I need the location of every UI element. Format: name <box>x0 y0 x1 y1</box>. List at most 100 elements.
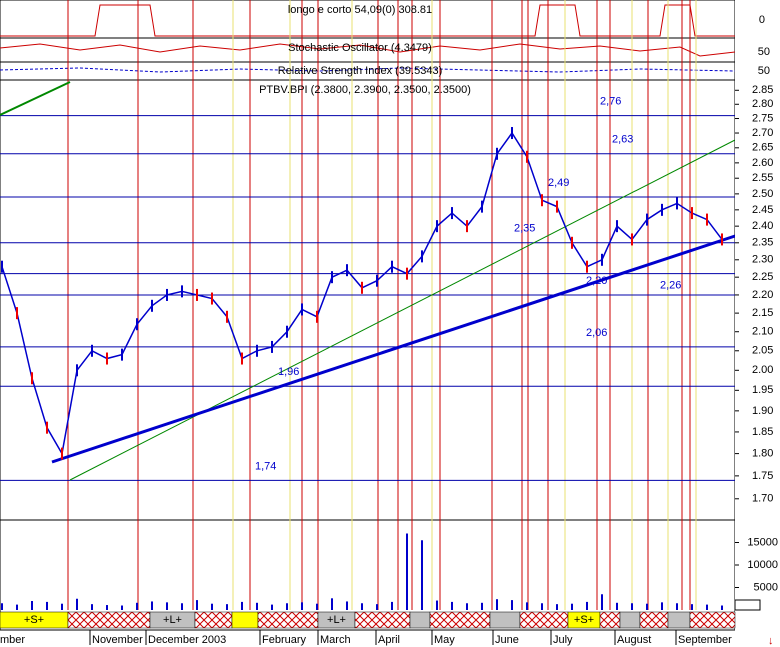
price-bar <box>436 220 438 233</box>
price-bar <box>511 127 513 140</box>
y-tick-label: 2.25 <box>752 271 773 283</box>
price-bar <box>166 288 168 301</box>
annotation: 2,20 <box>586 275 607 287</box>
price-bar <box>376 274 378 287</box>
volume-bar <box>31 601 33 610</box>
price-bar <box>121 348 123 361</box>
volume-bar <box>706 604 708 610</box>
volume-bar <box>1 603 3 610</box>
volume-bar <box>16 604 18 610</box>
volume-bar <box>211 603 213 610</box>
y-tick-label: 2.30 <box>752 254 773 266</box>
volume-bar <box>121 605 123 610</box>
price-bar <box>466 220 468 233</box>
indicator-tick: 50 <box>758 65 770 77</box>
price-bar <box>1 260 3 273</box>
volume-bar <box>556 604 558 610</box>
indicator-label: Relative Strength Index (39.5343) <box>278 65 443 77</box>
signal-segment <box>67 611 151 629</box>
x-tick-label: November <box>92 634 143 646</box>
volume-bar <box>61 603 63 610</box>
price-bar <box>616 220 618 233</box>
signal-segment <box>689 611 736 629</box>
price-bar <box>316 310 318 323</box>
volume-bar <box>526 602 528 610</box>
volume-bar <box>271 604 273 610</box>
volume-bar <box>511 600 513 610</box>
x-tick-label: May <box>434 634 455 646</box>
arrow-icon: ↓ <box>768 635 774 647</box>
price-bar <box>706 213 708 226</box>
volume-tick-label: 5000 <box>754 581 778 593</box>
trend-line <box>69 139 736 481</box>
price-bar <box>16 307 18 320</box>
price-bar <box>271 340 273 353</box>
price-bar <box>421 250 423 263</box>
volume-bar <box>136 602 138 610</box>
y-tick-label: 2.85 <box>752 84 773 96</box>
price-bar <box>571 236 573 249</box>
annotation: 1,74 <box>255 460 276 472</box>
price-bar <box>226 310 228 323</box>
volume-bar <box>586 601 588 610</box>
indicator-line <box>0 4 735 37</box>
volume-bar <box>676 603 678 610</box>
volume-bar <box>601 594 603 610</box>
y-tick-label: 2.70 <box>752 127 773 139</box>
y-tick-label: 1.80 <box>752 448 773 460</box>
annotation: 2,26 <box>660 280 681 292</box>
price-bar <box>331 271 333 284</box>
price-bar <box>631 233 633 246</box>
signal-segment <box>639 611 669 629</box>
price-bar <box>31 372 33 385</box>
price-bar <box>676 197 678 210</box>
y-tick-label: 2.10 <box>752 326 773 338</box>
volume-bar <box>106 605 108 610</box>
x-tick-label: August <box>617 634 651 646</box>
volume-bar <box>391 601 393 610</box>
volume-bar <box>286 603 288 610</box>
volume-bar <box>421 540 423 610</box>
indicator-label: longo e corto 54,09(0) 308.81 <box>288 4 432 16</box>
annotation: 2,49 <box>548 177 569 189</box>
price-bar <box>76 364 78 377</box>
volume-bar <box>76 598 78 610</box>
y-tick-label: 2.75 <box>752 112 773 124</box>
rsi-line <box>0 67 736 73</box>
y-tick-label: 2.80 <box>752 98 773 110</box>
y-tick-label: 1.85 <box>752 426 773 438</box>
price-bar <box>106 352 108 365</box>
volume-bar <box>406 533 408 610</box>
volume-bar <box>346 601 348 610</box>
volume-bar <box>91 604 93 610</box>
price-bar <box>481 200 483 213</box>
x-tick-label: July <box>553 634 573 646</box>
signal-segment <box>257 611 319 629</box>
signal-label: +S+ <box>574 614 594 626</box>
y-tick-label: 2.50 <box>752 188 773 200</box>
price-bar <box>496 147 498 160</box>
volume-bar <box>181 603 183 610</box>
price-bar <box>61 447 63 460</box>
volume-bar <box>631 603 633 610</box>
annotation: 2,76 <box>600 96 621 108</box>
y-tick-label: 2.15 <box>752 307 773 319</box>
y-tick-label: 1.90 <box>752 405 773 417</box>
price-bar <box>211 292 213 305</box>
price-bar <box>196 288 198 301</box>
indicator-tick: 0 <box>759 14 765 26</box>
y-tick-label: 1.75 <box>752 470 773 482</box>
price-bar <box>451 207 453 220</box>
y-tick-label: 2.05 <box>752 345 773 357</box>
signal-segment <box>409 611 431 629</box>
volume-bar <box>196 600 198 610</box>
price-bar <box>361 281 363 294</box>
volume-bar <box>451 601 453 610</box>
y-tick-label: 1.70 <box>752 493 773 505</box>
volume-bar <box>166 602 168 610</box>
volume-bar <box>466 603 468 610</box>
signal-segment <box>231 611 259 629</box>
stochastic-line <box>0 43 736 57</box>
volume-bar <box>646 603 648 610</box>
